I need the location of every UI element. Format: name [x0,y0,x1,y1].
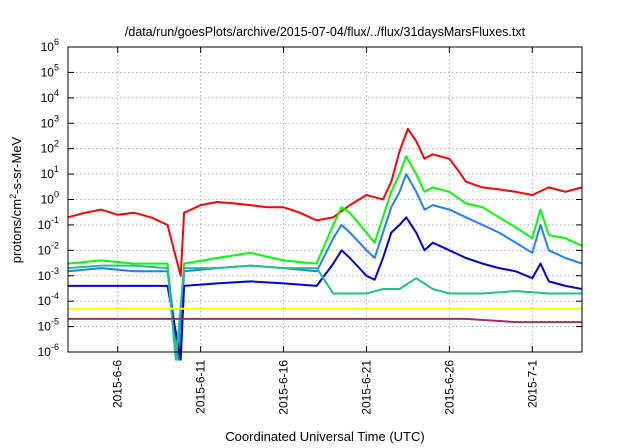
y-tick-label-base: 10 [41,116,55,130]
y-tick-label-exp: -5 [51,317,59,327]
series-line-5 [67,264,582,361]
y-tick-label-exp: -3 [51,266,59,276]
y-tick-label: 102 [41,139,59,156]
y-tick-label: 100 [41,190,59,207]
x-tick-label: 2015-6-21 [359,360,373,415]
y-axis-label: protons/cm2-s-sr-MeV [8,136,24,263]
y-axis-label-base: protons/cm [9,199,24,263]
y-tick-label-base: 10 [41,142,55,156]
y-tick-label-exp: -1 [51,215,59,225]
x-tick-label: 2015-6-26 [442,360,456,415]
y-tick-label: 10-3 [38,266,59,283]
y-tick-label-exp: 5 [54,62,59,72]
y-tick-label-exp: 3 [54,113,59,123]
y-tick-label-base: 10 [38,218,52,232]
series-line-1 [67,127,583,277]
series-layer [67,127,583,361]
y-tick-label-base: 10 [41,167,55,181]
y-tick-label: 10-5 [38,317,59,334]
series-line-4 [68,216,583,361]
y-axis-label-rest: -s-sr-MeV [9,136,24,193]
y-tick-label: 104 [41,88,59,105]
y-tick-label-exp: 0 [54,190,59,200]
y-axis-label-sup: 2 [8,194,18,199]
y-tick-label: 10-6 [38,342,59,359]
y-tick-label-exp: 6 [54,37,59,47]
x-axis-label: Coordinated Universal Time (UTC) [225,429,424,444]
y-tick-label-exp: 2 [54,139,59,149]
series-line-2 [67,155,583,361]
y-tick-label-exp: -2 [51,240,59,250]
y-tick-label-exp: -4 [51,291,59,301]
chart-title: /data/run/goesPlots/archive/2015-07-04/f… [125,25,526,39]
y-tick-label-base: 10 [41,193,55,207]
series-line-7 [68,317,582,324]
y-tick-label: 105 [41,62,59,79]
series-line-3 [67,173,583,361]
y-tick-label-exp: 4 [54,88,59,98]
y-tick-label-base: 10 [41,40,55,54]
x-tick-label: 2015-7-1 [525,360,539,408]
y-tick-label-base: 10 [38,294,52,308]
y-tick-label: 103 [41,113,59,130]
y-tick-label-exp: 1 [54,164,59,174]
y-tick-label-base: 10 [38,345,52,359]
y-tick-label: 10-4 [38,291,59,308]
x-axis: 2015-6-6 2015-6-11 2015-6-16 2015-6-21 2015-… [111,47,539,415]
x-tick-label: 2015-6-6 [111,360,125,408]
y-tick-label: 106 [41,37,59,54]
grid [68,46,582,353]
y-tick-label-base: 10 [38,243,52,257]
y-tick-label: 101 [41,164,59,181]
y-tick-label-base: 10 [38,269,52,283]
y-tick-label: 10-2 [38,240,59,257]
y-tick-label-base: 10 [41,65,55,79]
x-tick-label: 2015-6-11 [194,360,208,414]
y-tick-label-exp: -6 [51,342,59,352]
y-tick-label-base: 10 [38,320,52,334]
y-axis: 10-610-510-410-310-210-11001011021031041… [38,37,582,359]
y-tick-label-base: 10 [41,91,55,105]
y-tick-label: 10-1 [38,215,59,232]
x-tick-label: 2015-6-16 [277,360,291,415]
